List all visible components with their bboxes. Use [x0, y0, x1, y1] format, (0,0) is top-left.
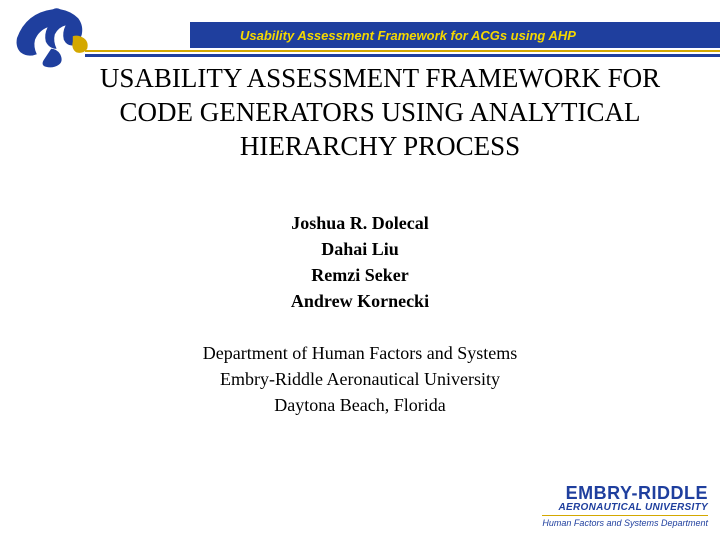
affiliation-line: Embry-Riddle Aeronautical University: [0, 366, 720, 392]
author-line: Andrew Kornecki: [0, 288, 720, 314]
slide-title: USABILITY ASSESSMENT FRAMEWORK FOR CODE …: [70, 62, 690, 163]
header-rule-gold: [85, 50, 720, 52]
footer-logo-subtitle: AERONAUTICAL UNIVERSITY: [542, 502, 708, 513]
header-rule-navy: [85, 54, 720, 57]
affiliation-line: Daytona Beach, Florida: [0, 392, 720, 418]
affiliation-line: Department of Human Factors and Systems: [0, 340, 720, 366]
author-line: Joshua R. Dolecal: [0, 210, 720, 236]
affiliation-block: Department of Human Factors and Systems …: [0, 340, 720, 418]
header-banner: Usability Assessment Framework for ACGs …: [190, 22, 720, 48]
footer-logo-name: EMBRY-RIDDLE: [542, 485, 708, 502]
footer-logo-department: Human Factors and Systems Department: [542, 515, 708, 528]
footer-logo: EMBRY-RIDDLE AERONAUTICAL UNIVERSITY Hum…: [542, 485, 708, 528]
author-line: Remzi Seker: [0, 262, 720, 288]
authors-block: Joshua R. Dolecal Dahai Liu Remzi Seker …: [0, 210, 720, 314]
header-banner-text: Usability Assessment Framework for ACGs …: [240, 28, 576, 43]
author-line: Dahai Liu: [0, 236, 720, 262]
